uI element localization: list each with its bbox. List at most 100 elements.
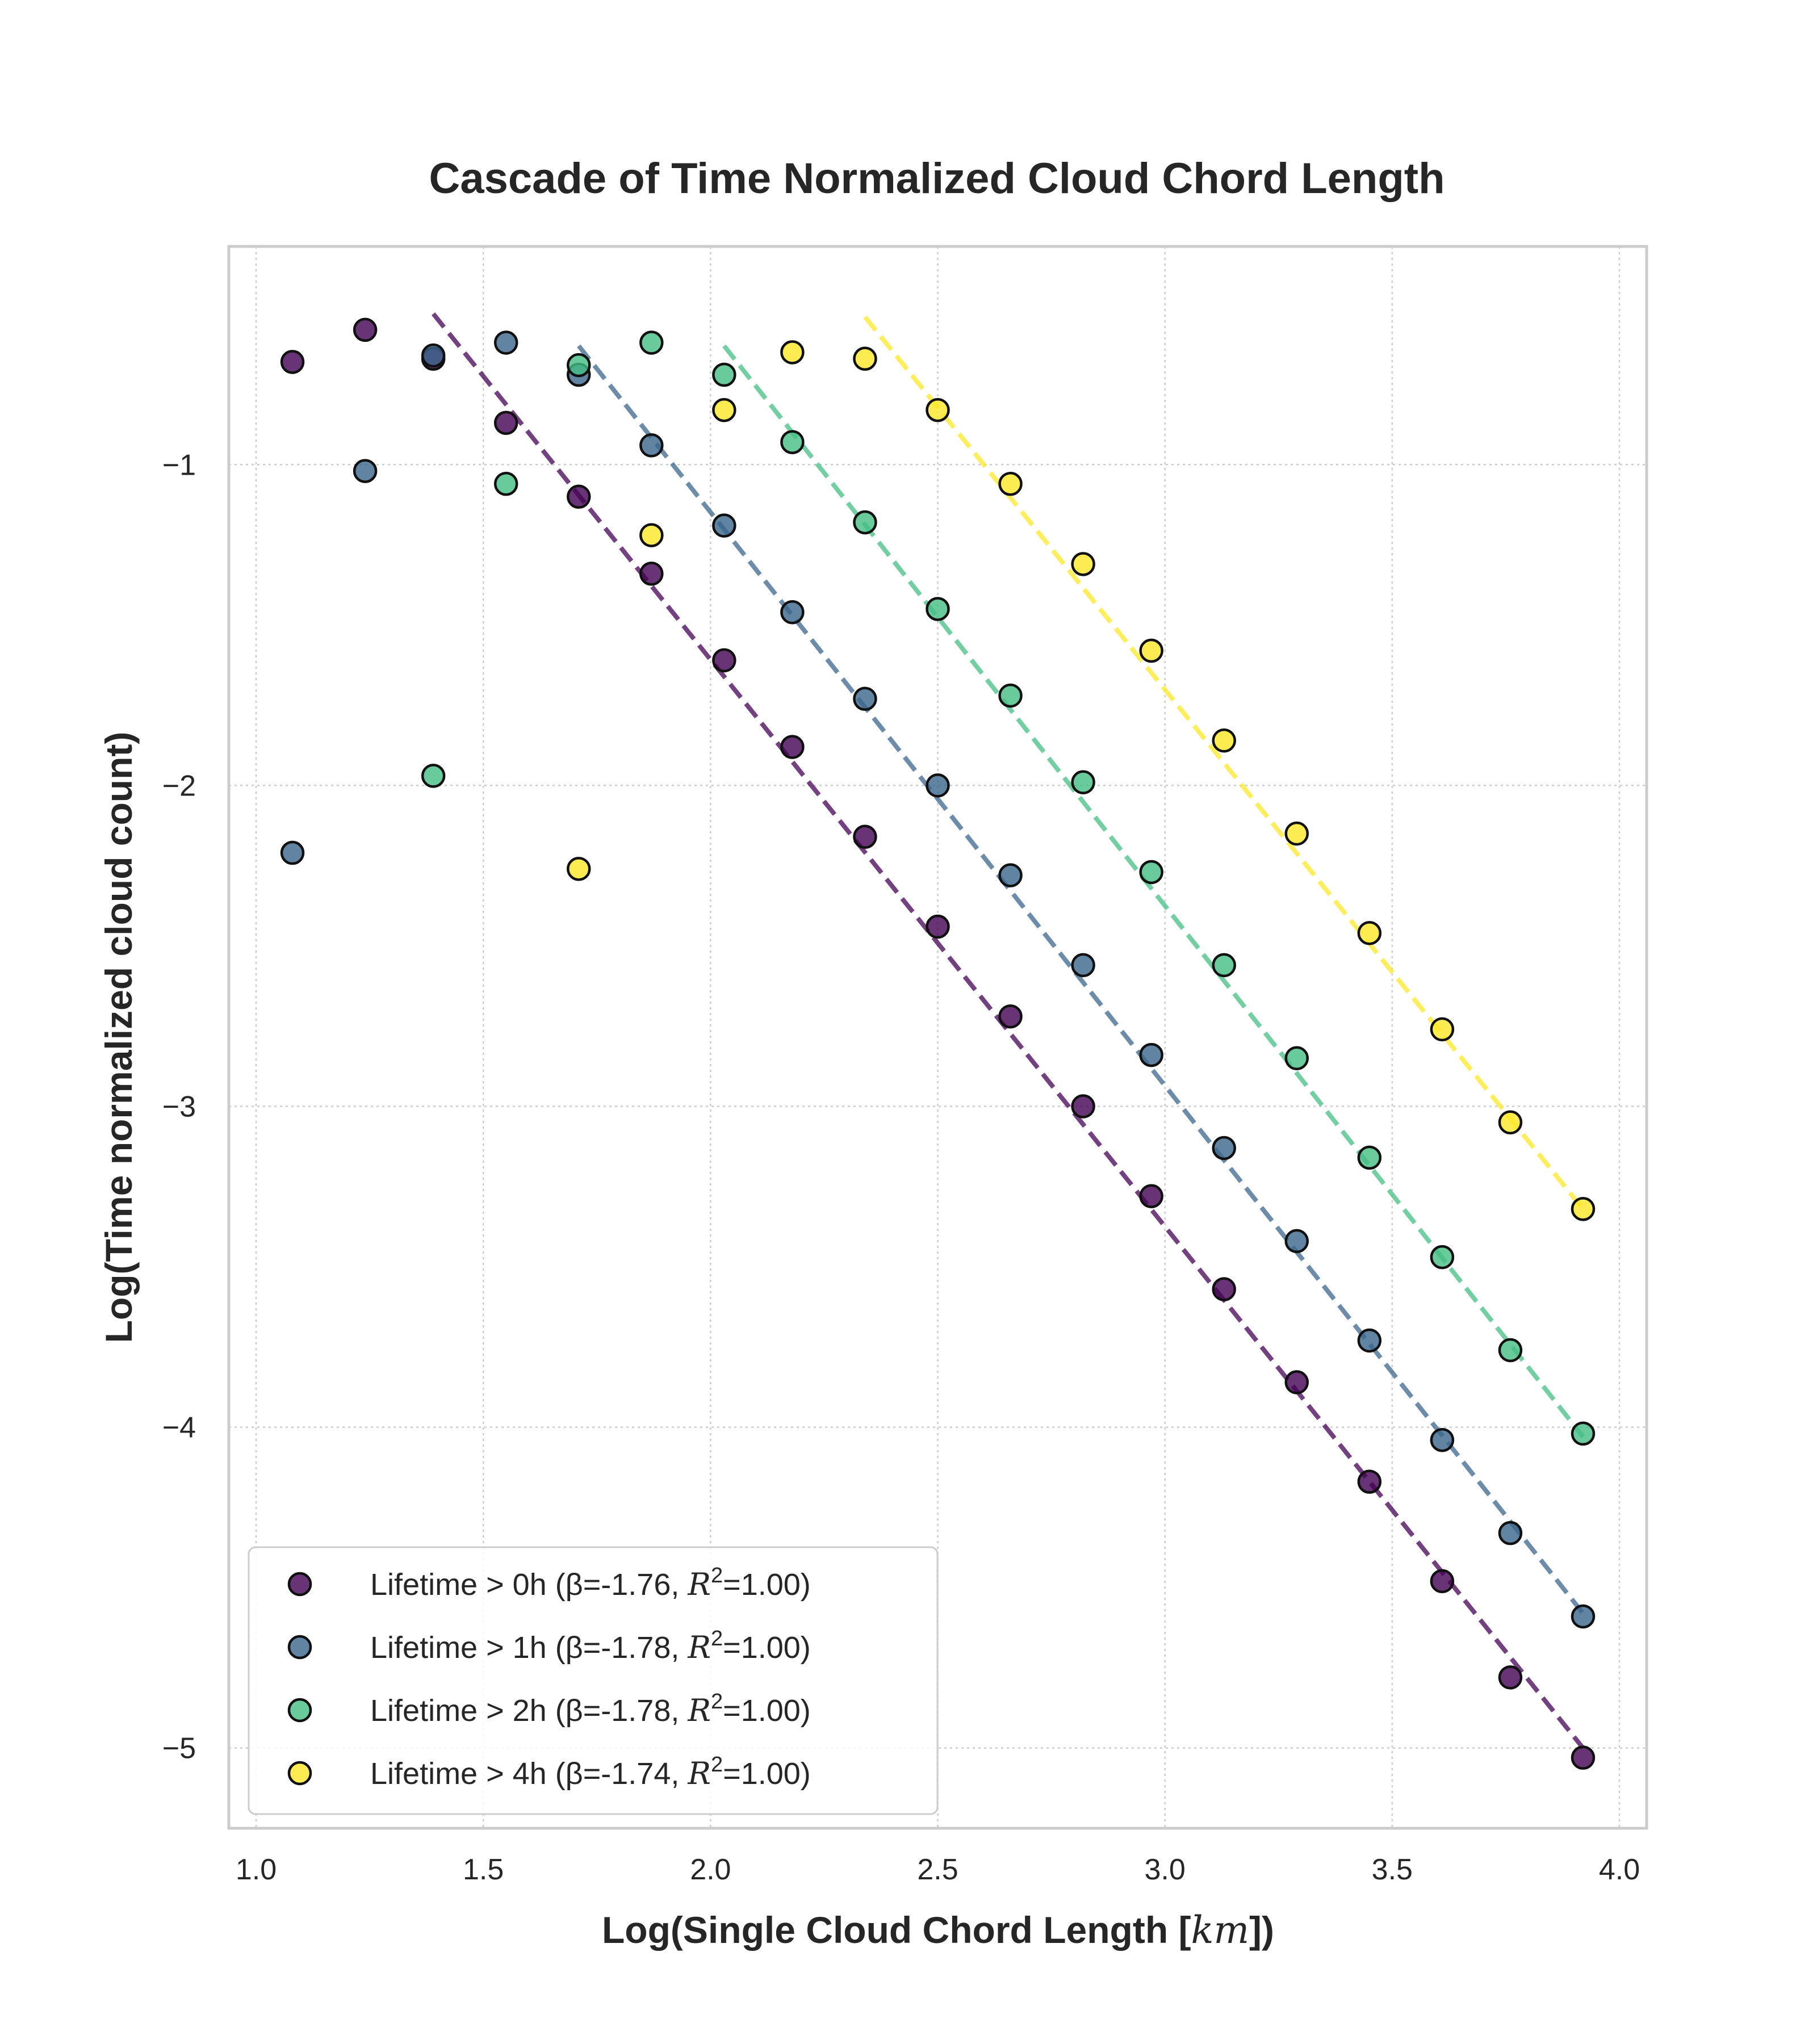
legend-label: Lifetime > 1h (β=-1.78, R2=1.00) bbox=[370, 1627, 811, 1665]
data-point bbox=[1357, 1328, 1382, 1353]
data-point bbox=[1139, 1184, 1163, 1208]
data-point bbox=[421, 343, 446, 368]
data-point bbox=[1498, 1665, 1523, 1690]
data-point bbox=[1430, 1245, 1455, 1270]
data-point bbox=[1571, 1197, 1596, 1221]
data-point bbox=[853, 824, 877, 849]
chart-title: Cascade of Time Normalized Cloud Chord L… bbox=[429, 154, 1445, 203]
legend-label: Lifetime > 4h (β=-1.74, R2=1.00) bbox=[370, 1753, 811, 1791]
legend-label-exponent: 2 bbox=[711, 1690, 723, 1714]
data-point bbox=[1212, 728, 1236, 753]
data-point bbox=[1139, 638, 1163, 663]
y-tick-label: −2 bbox=[162, 769, 196, 802]
data-point bbox=[1071, 552, 1095, 576]
data-point bbox=[566, 353, 591, 378]
data-point bbox=[639, 562, 664, 586]
data-point bbox=[280, 840, 305, 865]
legend-label-suffix: =1.00) bbox=[723, 1568, 811, 1602]
legend-label-prefix: Lifetime > 1h (β=-1.78, bbox=[370, 1631, 688, 1665]
data-point bbox=[1071, 953, 1095, 978]
x-tick-label: 1.5 bbox=[463, 1853, 504, 1886]
x-tick-label: 4.0 bbox=[1599, 1853, 1640, 1886]
legend-label-prefix: Lifetime > 0h (β=-1.76, bbox=[370, 1568, 688, 1602]
x-tick-label: 3.5 bbox=[1372, 1853, 1413, 1886]
data-point bbox=[1071, 1094, 1095, 1119]
data-point bbox=[639, 523, 664, 547]
legend-box bbox=[248, 1546, 939, 1815]
legend-label-r: R bbox=[687, 1693, 711, 1728]
data-point bbox=[712, 513, 736, 538]
data-point bbox=[998, 1004, 1023, 1029]
data-point bbox=[1498, 1521, 1523, 1545]
x-tick-label: 3.0 bbox=[1145, 1853, 1186, 1886]
legend-label-prefix: Lifetime > 4h (β=-1.74, bbox=[370, 1757, 688, 1791]
data-point bbox=[639, 433, 664, 458]
data-point bbox=[1212, 1136, 1236, 1161]
x-axis-label-unit: km bbox=[1191, 1908, 1249, 1952]
data-point bbox=[1498, 1110, 1523, 1135]
data-point bbox=[780, 430, 805, 454]
plot-frame bbox=[227, 245, 1648, 1830]
data-point bbox=[926, 597, 950, 621]
legend-label-exponent: 2 bbox=[711, 1627, 723, 1651]
x-axis-label: Log(Single Cloud Chord Length [km]) bbox=[602, 1908, 1274, 1952]
data-point bbox=[1357, 1145, 1382, 1170]
data-point bbox=[926, 397, 950, 422]
x-ticks: 1.0 1.5 2.0 2.5 3.0 3.5 4.0 bbox=[236, 1853, 1640, 1886]
data-point bbox=[712, 397, 736, 422]
y-tick-label: −5 bbox=[162, 1732, 196, 1765]
data-point bbox=[1430, 1427, 1455, 1452]
data-point bbox=[1071, 770, 1095, 794]
data-point bbox=[998, 863, 1023, 887]
data-point bbox=[780, 600, 805, 625]
data-point bbox=[1139, 1042, 1163, 1067]
x-tick-label: 2.0 bbox=[690, 1853, 731, 1886]
data-point bbox=[353, 459, 378, 483]
fit-lines bbox=[432, 312, 1585, 1750]
data-point bbox=[1357, 921, 1382, 945]
legend-label-suffix: =1.00) bbox=[723, 1631, 811, 1665]
data-point bbox=[1212, 1277, 1236, 1301]
data-point bbox=[421, 764, 446, 788]
data-point bbox=[780, 735, 805, 759]
legend-label: Lifetime > 0h (β=-1.76, R2=1.00) bbox=[370, 1564, 811, 1602]
legend-marker bbox=[287, 1635, 312, 1660]
data-point bbox=[1571, 1745, 1596, 1770]
data-point bbox=[1284, 1229, 1309, 1254]
legend-label-suffix: =1.00) bbox=[723, 1757, 811, 1791]
data-point bbox=[493, 471, 518, 496]
data-point bbox=[1284, 1370, 1309, 1394]
data-point bbox=[853, 686, 877, 711]
fit-line bbox=[722, 344, 1585, 1439]
y-tick-label: −1 bbox=[162, 449, 196, 481]
data-point bbox=[280, 350, 305, 374]
data-point bbox=[998, 683, 1023, 708]
legend-marker bbox=[287, 1572, 312, 1597]
legend: Lifetime > 0h (β=-1.76, R2=1.00)Lifetime… bbox=[248, 1546, 939, 1815]
x-axis-label-main: Log(Single Cloud Chord Length [ bbox=[602, 1909, 1191, 1951]
fit-line bbox=[432, 312, 1585, 1750]
x-tick-label: 1.0 bbox=[236, 1853, 277, 1886]
data-point bbox=[493, 411, 518, 435]
y-ticks: −1 −2 −3 −4 −5 bbox=[162, 449, 196, 1765]
data-point bbox=[566, 857, 591, 881]
legend-label-r: R bbox=[687, 1630, 711, 1665]
data-point bbox=[853, 510, 877, 535]
data-point bbox=[1212, 953, 1236, 978]
data-point bbox=[353, 317, 378, 342]
data-point bbox=[712, 648, 736, 673]
data-point bbox=[1498, 1338, 1523, 1363]
legend-label: Lifetime > 2h (β=-1.78, R2=1.00) bbox=[370, 1690, 811, 1728]
legend-label-r: R bbox=[687, 1566, 711, 1602]
data-point bbox=[639, 330, 664, 355]
legend-label-exponent: 2 bbox=[711, 1753, 723, 1777]
data-point bbox=[780, 340, 805, 365]
data-points bbox=[280, 317, 1596, 1770]
legend-label-exponent: 2 bbox=[711, 1564, 723, 1588]
legend-marker bbox=[287, 1698, 312, 1723]
legend-label-prefix: Lifetime > 2h (β=-1.78, bbox=[370, 1694, 688, 1728]
legend-marker bbox=[287, 1761, 312, 1786]
y-tick-label: −3 bbox=[162, 1090, 196, 1123]
fit-line bbox=[577, 344, 1585, 1615]
data-point bbox=[1284, 1046, 1309, 1070]
